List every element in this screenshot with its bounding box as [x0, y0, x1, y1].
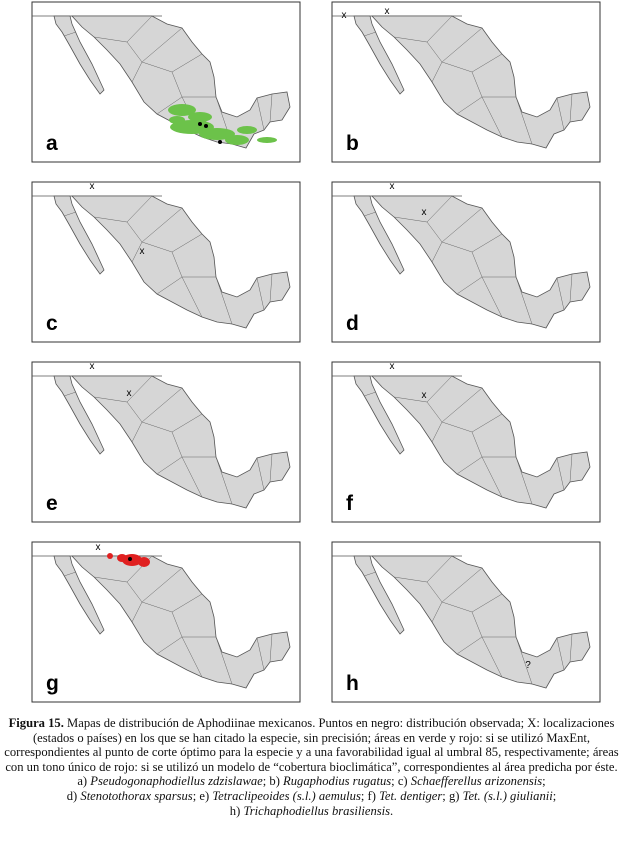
panel-label: c — [46, 312, 58, 335]
map-panel: ?h — [331, 541, 601, 703]
green-area — [168, 104, 196, 116]
species-name: Stenotothorax sparsus — [80, 788, 193, 803]
panel-label: e — [46, 492, 58, 515]
panel-label: h — [346, 672, 359, 695]
locality-marker: x — [342, 10, 347, 21]
observed-point — [204, 124, 208, 128]
mexico-map — [31, 361, 301, 523]
species-name: Pseudogonaphodiellus zdzislawae — [90, 774, 263, 789]
species-letter: e) — [199, 788, 210, 803]
green-area — [188, 112, 212, 122]
map-panel: x x c — [31, 181, 301, 343]
species-letter: c) — [397, 774, 408, 789]
green-area — [199, 128, 235, 140]
caption-title: Figura 15. — [8, 716, 64, 730]
locality-marker: x — [90, 181, 95, 192]
red-area — [107, 553, 113, 559]
locality-marker: x — [96, 542, 101, 553]
species-punct: ; — [192, 788, 197, 803]
map-panel: x x f — [331, 361, 601, 523]
panel-label: g — [46, 672, 59, 695]
species-letter: b) — [269, 774, 280, 789]
species-name: Schaefferellus arizonensis — [410, 774, 543, 789]
species-name: Trichaphodiellus brasiliensis — [243, 803, 391, 818]
red-area — [117, 554, 127, 562]
map-panel: x x d — [331, 181, 601, 343]
observed-point — [198, 122, 202, 126]
green-area — [257, 137, 277, 143]
map-panel: x x b — [331, 1, 601, 163]
species-name: Tet. (s.l.) giulianii — [462, 788, 553, 803]
locality-marker: x — [385, 6, 390, 17]
panel-label: a — [46, 132, 58, 155]
species-punct: ; — [360, 788, 365, 803]
species-name: Rugaphodius rugatus — [283, 774, 392, 789]
species-punct: ; — [442, 788, 446, 803]
observed-point — [218, 140, 222, 144]
locality-marker: ? — [525, 660, 531, 671]
species-list: a) Pseudogonaphodiellus zdzislawae; b) R… — [67, 774, 557, 817]
green-area — [237, 126, 257, 134]
species-punct: . — [390, 803, 394, 818]
species-letter: a) — [77, 774, 88, 789]
species-punct: ; — [552, 788, 557, 803]
panel-label: d — [346, 312, 359, 335]
observed-point — [128, 557, 132, 561]
species-letter: g) — [448, 788, 460, 803]
locality-marker: x — [422, 207, 427, 218]
locality-marker: x — [90, 361, 95, 372]
species-punct: ; — [542, 774, 546, 789]
locality-marker: x — [390, 361, 395, 372]
mexico-map — [331, 1, 601, 163]
mexico-map — [31, 541, 301, 703]
locality-marker: x — [127, 388, 132, 399]
species-punct: ; — [391, 774, 395, 789]
caption-text: Mapas de distribución de Aphodiinae mexi… — [4, 716, 619, 774]
species-letter: d) — [66, 788, 78, 803]
red-area — [122, 554, 142, 566]
locality-marker: x — [140, 246, 145, 257]
species-name: Tetraclipeoides (s.l.) aemulus — [212, 788, 361, 803]
species-letter: f) — [367, 788, 376, 803]
mexico-map — [331, 541, 601, 703]
panel-label: f — [346, 492, 354, 515]
mexico-map — [331, 361, 601, 523]
species-punct: ; — [262, 774, 267, 789]
locality-marker: x — [390, 181, 395, 192]
species-letter: h) — [229, 803, 241, 818]
green-area — [169, 116, 185, 124]
mexico-map — [331, 181, 601, 343]
map-panel: a — [31, 1, 301, 163]
map-panel: x x e — [31, 361, 301, 523]
mexico-map — [31, 181, 301, 343]
caption: Figura 15. Mapas de distribución de Apho… — [4, 716, 619, 818]
green-area — [225, 135, 249, 145]
panel-label: b — [346, 132, 359, 155]
species-name: Tet. dentiger — [379, 788, 443, 803]
map-panel: xg — [31, 541, 301, 703]
red-area — [138, 557, 150, 567]
locality-marker: x — [422, 390, 427, 401]
